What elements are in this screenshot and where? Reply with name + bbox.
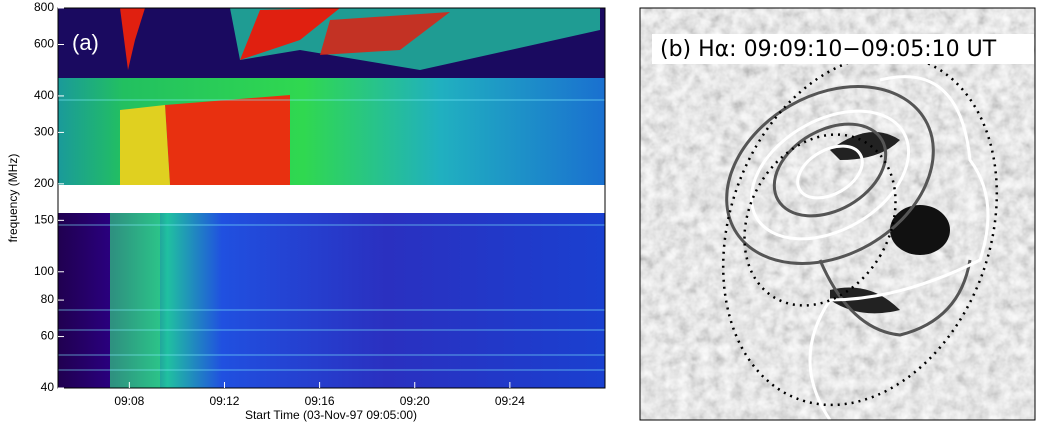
x-tick-label: 09:16 <box>305 394 335 408</box>
y-tick-label: 100 <box>34 264 54 278</box>
y-tick-label: 400 <box>34 88 54 102</box>
plot-frame <box>57 7 606 389</box>
x-tick-label: 09:12 <box>209 394 239 408</box>
x-tick-label: 09:08 <box>114 394 144 408</box>
panel-title: (b) Hα: 09:09:10−09:05:10 UT <box>660 37 997 62</box>
y-tick-label: 150 <box>34 213 54 227</box>
x-axis-label: Start Time (03-Nov-97 09:05:00) <box>245 408 417 422</box>
x-tick-label: 09:20 <box>400 394 430 408</box>
y-tick-label: 200 <box>34 176 54 190</box>
image-frame <box>639 7 1036 421</box>
y-tick-label: 600 <box>34 37 54 51</box>
panel-label: (a) <box>72 30 99 55</box>
y-tick-label: 40 <box>41 380 55 394</box>
x-tick-label: 09:24 <box>495 394 525 408</box>
y-tick-label: 800 <box>34 0 54 14</box>
spectrogram-image <box>58 8 605 388</box>
y-tick-label: 60 <box>41 329 55 343</box>
halpha-image <box>640 8 1035 420</box>
y-tick-label: 300 <box>34 125 54 139</box>
y-tick-label: 80 <box>41 292 55 306</box>
title-box <box>652 34 1034 64</box>
y-axis-label: frequency (MHz) <box>6 154 20 243</box>
